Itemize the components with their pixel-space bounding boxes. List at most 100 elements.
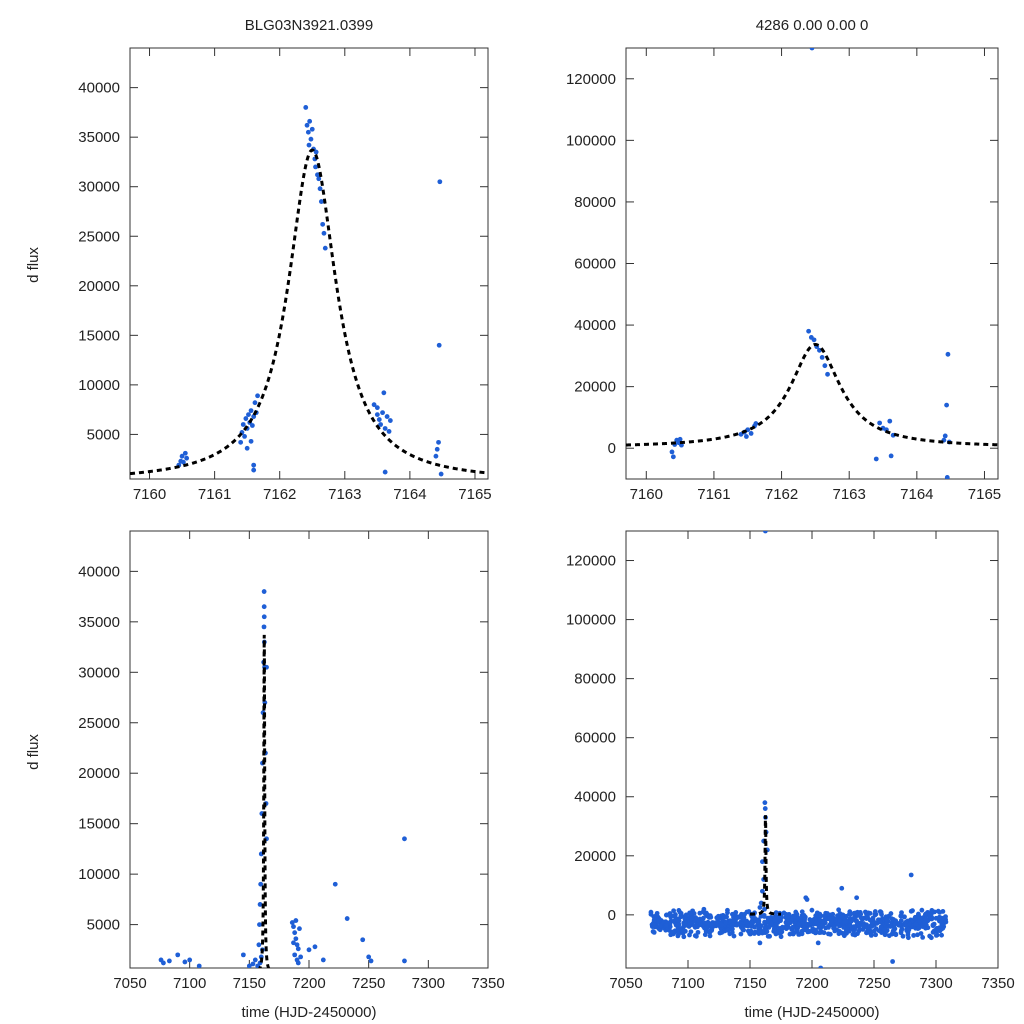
data-point bbox=[855, 920, 861, 926]
data-point bbox=[702, 932, 708, 938]
plot-area: 7160 7161 7162 7163 7164 7165 5000 10000 15000 20… bbox=[78, 47, 492, 503]
data-point bbox=[652, 924, 658, 930]
data-point bbox=[702, 920, 708, 926]
data-point bbox=[917, 915, 923, 920]
data-point bbox=[295, 946, 301, 952]
panel-bottom-right: time (HJD-2450000) 7050 7100 7150 7200 7250 7… bbox=[566, 530, 1015, 1021]
y-tick-label: 100000 bbox=[566, 612, 616, 629]
x-tick-label: 7150 bbox=[733, 975, 766, 992]
data-point bbox=[382, 426, 388, 431]
data-point bbox=[734, 922, 740, 928]
y-tick-label: 5000 bbox=[87, 426, 120, 443]
data-point bbox=[293, 936, 299, 942]
data-point bbox=[809, 907, 815, 913]
data-point bbox=[743, 434, 749, 439]
data-point bbox=[811, 337, 817, 343]
data-point bbox=[888, 453, 894, 459]
data-point bbox=[799, 909, 805, 915]
data-point bbox=[817, 917, 822, 923]
data-point bbox=[688, 911, 693, 917]
data-point bbox=[807, 921, 813, 926]
data-point bbox=[814, 910, 820, 916]
x-axis-label: time (HJD-2450000) bbox=[744, 1004, 879, 1021]
data-point bbox=[294, 942, 300, 948]
data-point bbox=[762, 919, 767, 925]
data-point bbox=[837, 928, 842, 934]
x-tick-label: 7050 bbox=[609, 975, 642, 992]
data-point bbox=[870, 915, 876, 921]
x-tick-label: 7050 bbox=[113, 975, 146, 992]
data-point bbox=[295, 960, 301, 966]
x-tick-label: 7162 bbox=[765, 486, 798, 503]
panel-title: 4286 0.00 0.00 0 bbox=[756, 17, 869, 34]
data-point bbox=[740, 916, 746, 922]
data-point bbox=[376, 417, 382, 422]
data-point bbox=[438, 471, 444, 477]
data-point bbox=[729, 925, 735, 931]
data-point bbox=[648, 911, 654, 917]
data-point bbox=[785, 916, 791, 922]
data-point bbox=[166, 958, 172, 964]
data-point bbox=[772, 917, 778, 923]
data-point bbox=[313, 164, 318, 170]
data-point bbox=[318, 199, 324, 204]
data-point bbox=[761, 914, 767, 919]
data-point bbox=[182, 959, 188, 965]
y-tick-label: 35000 bbox=[78, 129, 120, 146]
data-point bbox=[898, 918, 904, 923]
data-point bbox=[923, 922, 929, 928]
data-point bbox=[671, 908, 677, 914]
model-curve bbox=[626, 342, 998, 447]
data-point bbox=[893, 931, 898, 937]
data-point bbox=[719, 922, 725, 928]
data-point bbox=[760, 888, 765, 894]
data-point bbox=[908, 872, 914, 878]
data-point bbox=[249, 423, 255, 428]
data-point bbox=[744, 909, 750, 915]
data-point bbox=[677, 436, 683, 442]
data-point bbox=[436, 439, 441, 445]
data-point bbox=[854, 913, 860, 918]
data-point bbox=[764, 929, 770, 935]
y-tick-label: 30000 bbox=[78, 179, 120, 196]
data-point bbox=[804, 927, 810, 933]
data-point bbox=[714, 915, 720, 921]
data-point bbox=[437, 179, 443, 185]
data-point bbox=[719, 930, 725, 935]
panel-top-left: BLG03N3921.0399 d flux 7160 7161 7162 7163 7… bbox=[25, 17, 492, 503]
data-point bbox=[879, 912, 884, 917]
data-point bbox=[182, 450, 188, 456]
data-point bbox=[933, 932, 939, 938]
data-point bbox=[739, 924, 745, 930]
data-point bbox=[906, 927, 912, 933]
data-point bbox=[945, 351, 951, 357]
data-point bbox=[769, 920, 774, 926]
data-point bbox=[825, 371, 830, 377]
data-point bbox=[184, 455, 190, 461]
data-point bbox=[898, 928, 904, 933]
data-point bbox=[880, 916, 886, 921]
data-point bbox=[816, 930, 822, 935]
data-point bbox=[755, 919, 761, 925]
data-point bbox=[315, 172, 320, 178]
data-point bbox=[765, 917, 771, 923]
data-point bbox=[934, 926, 940, 931]
data-point bbox=[251, 462, 257, 468]
data-point bbox=[879, 930, 884, 935]
data-point bbox=[676, 922, 682, 927]
model-curve bbox=[258, 634, 271, 968]
x-tick-label: 7163 bbox=[833, 486, 866, 503]
data-point bbox=[900, 933, 906, 939]
marks bbox=[648, 531, 949, 968]
x-tick-label: 7150 bbox=[233, 975, 266, 992]
marks bbox=[158, 589, 407, 968]
data-point bbox=[872, 909, 878, 914]
data-point bbox=[804, 897, 810, 902]
data-point bbox=[887, 418, 893, 424]
data-point bbox=[187, 957, 193, 963]
data-point bbox=[704, 925, 710, 931]
data-point bbox=[731, 933, 737, 939]
y-tick-label: 25000 bbox=[78, 715, 120, 732]
x-axis-label: time (HJD-2450000) bbox=[241, 1004, 376, 1021]
